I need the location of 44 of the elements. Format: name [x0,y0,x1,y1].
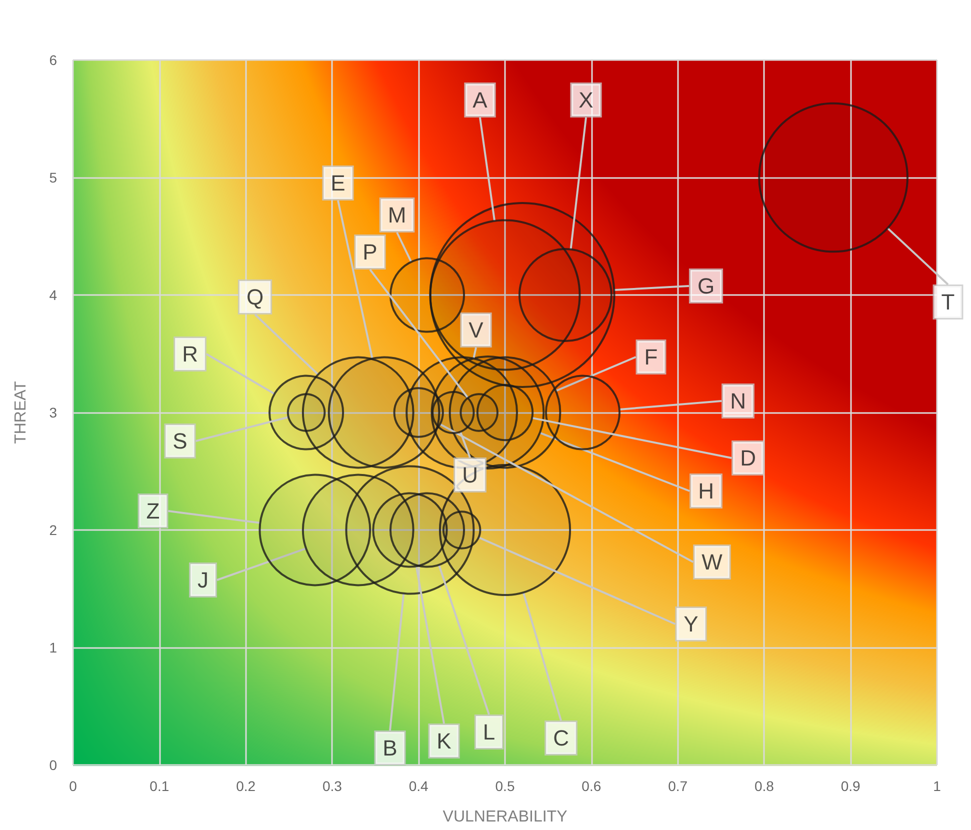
text: X [578,88,594,112]
series-label: M [388,202,406,228]
x-tick-label: 0.8 [754,778,774,794]
text: Y [684,612,699,636]
x-tick-label: 0.4 [408,778,429,794]
text: K [436,728,452,754]
text: W [702,550,723,574]
y-tick-label: 1 [49,640,58,656]
text: C [553,726,570,750]
text: S [172,428,188,454]
x-tick-label: 0.7 [668,778,688,794]
text: D [740,446,756,470]
text: B [382,736,398,760]
x-tick-label: 0.5 [495,778,515,794]
x-tick-label: 0.6 [582,778,602,794]
y-tick-label: 3 [49,404,58,420]
text: J [198,568,208,592]
y-tick-label: 0 [49,757,58,773]
y-tick-label: 2 [49,522,58,538]
text: H [698,478,714,504]
text: L [482,720,496,744]
text: N [730,388,746,414]
text: Q [246,284,264,310]
y-tick-label: 4 [49,287,58,303]
series-label: V [468,318,484,342]
x-axis-title: VULNERABILITY [442,808,568,826]
x-tick-label: 0.3 [322,778,342,794]
x-tick-label: 0 [69,778,78,794]
text: G [697,274,715,298]
text: T [941,290,955,314]
text: E [330,170,346,196]
x-tick-label: 0.9 [840,778,861,794]
series-label: U [462,462,478,488]
x-tick-label: 1 [933,778,942,794]
text: P [362,240,378,264]
x-tick-label: 0.2 [236,778,256,794]
x-tick-label: 0.1 [150,778,170,794]
text: F [644,344,658,370]
text: Z [146,498,160,524]
text: R [182,342,198,366]
text: A [472,88,488,112]
y-tick-label: 5 [49,170,58,186]
y-axis-title: THREAT [12,380,30,444]
y-tick-label: 6 [49,52,58,68]
